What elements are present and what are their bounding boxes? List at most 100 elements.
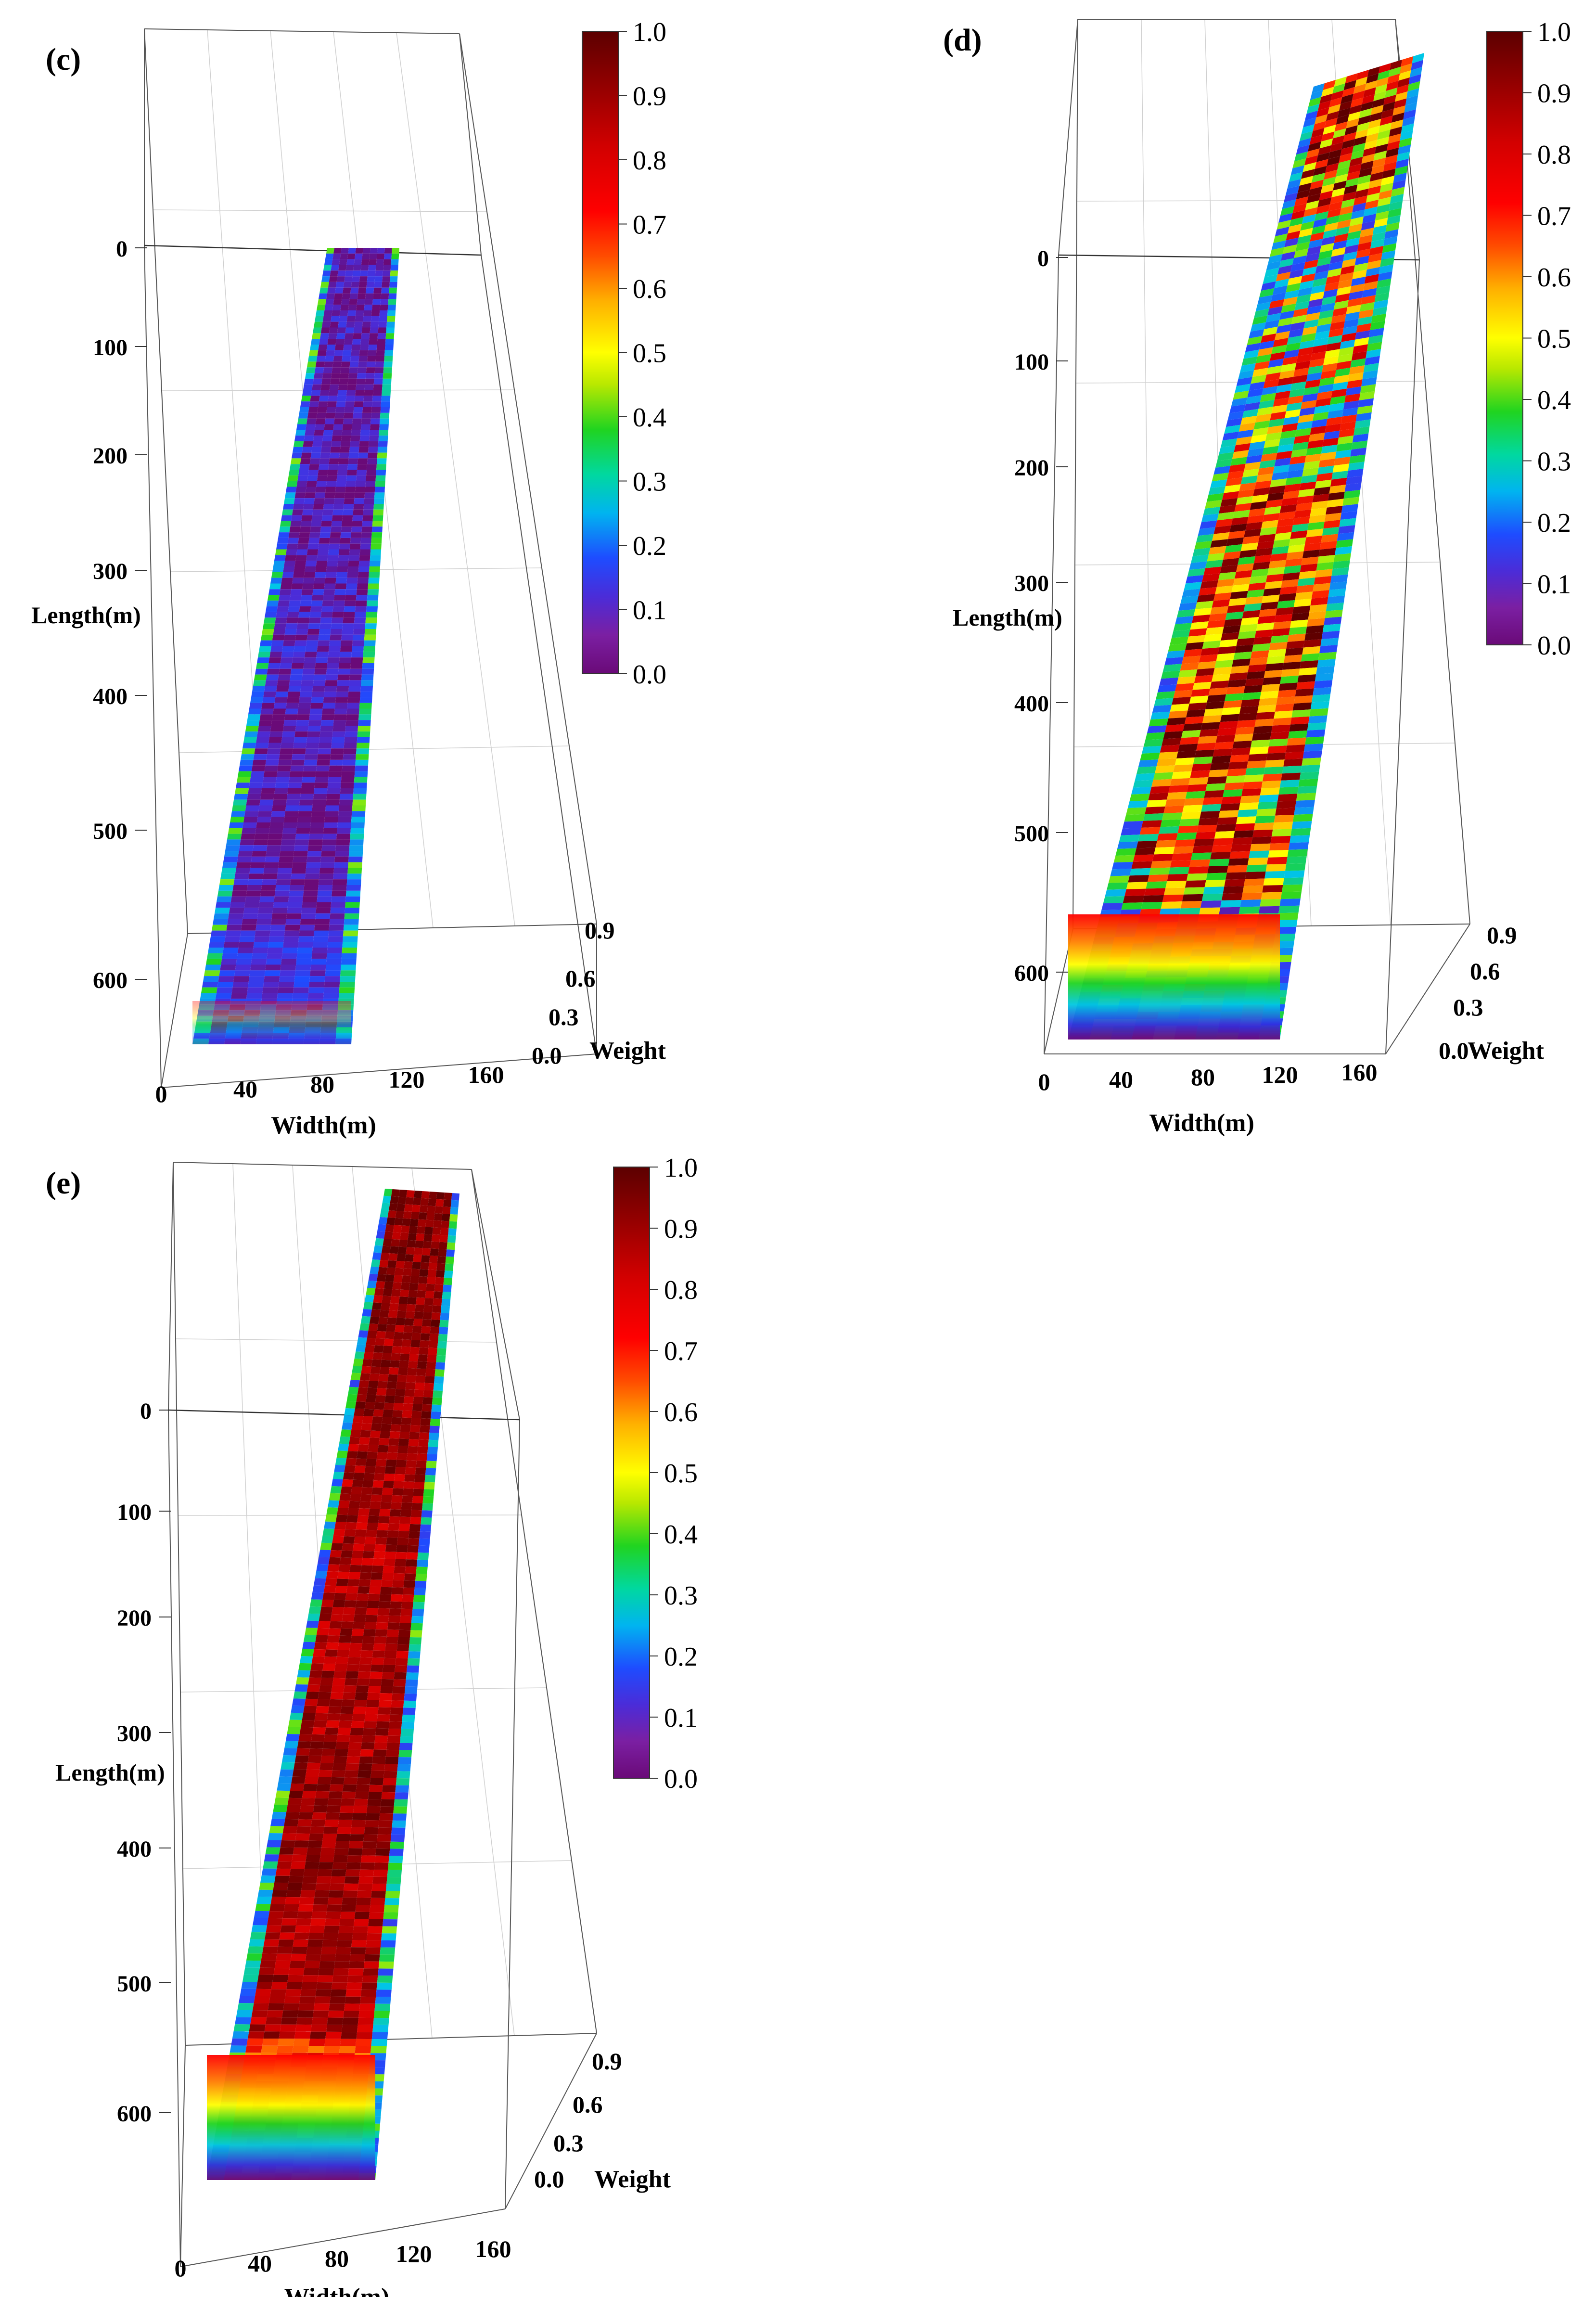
surface-cell bbox=[356, 1898, 371, 1905]
surface-cell bbox=[223, 942, 240, 948]
surface-cell bbox=[1377, 196, 1392, 207]
surface-cell bbox=[320, 617, 332, 624]
surface-cell bbox=[364, 1295, 374, 1303]
surface-cell bbox=[343, 1536, 355, 1544]
surface-cell bbox=[361, 418, 371, 424]
surface-cell bbox=[1160, 744, 1180, 753]
surface-cell bbox=[1336, 286, 1352, 296]
surface-cell bbox=[315, 919, 330, 925]
x-axis-label: Width(m) bbox=[1149, 1109, 1254, 1137]
surface-cell bbox=[310, 344, 319, 350]
surface-cell bbox=[1319, 190, 1333, 201]
surface-cell bbox=[1327, 335, 1342, 345]
surface-cell bbox=[1263, 274, 1278, 284]
surface-cell bbox=[302, 896, 318, 902]
surface-cell bbox=[1288, 328, 1304, 338]
surface-cell bbox=[329, 2003, 345, 2011]
surface-cell bbox=[1318, 309, 1334, 320]
surface-cell bbox=[280, 583, 293, 590]
surface-cell bbox=[311, 1592, 324, 1600]
surface-cell bbox=[1332, 83, 1345, 94]
surface-cell bbox=[229, 822, 243, 828]
surface-cell bbox=[347, 703, 360, 709]
surface-cell bbox=[282, 509, 293, 515]
surface-cell bbox=[344, 606, 356, 612]
surface-cell bbox=[1225, 611, 1244, 620]
colorbar-tick-label: 0.9 bbox=[1537, 79, 1571, 109]
surface-cell bbox=[314, 367, 324, 373]
surface-cell bbox=[301, 1720, 315, 1728]
surface-cell bbox=[1245, 395, 1262, 405]
surface-cell bbox=[370, 1366, 381, 1374]
surface-cell bbox=[1316, 391, 1333, 400]
surface-cell bbox=[330, 447, 341, 453]
surface-cell bbox=[1379, 63, 1391, 74]
surface-cell bbox=[311, 1656, 325, 1664]
surface-cell bbox=[268, 743, 281, 749]
surface-cell bbox=[261, 2045, 278, 2053]
surface-cell bbox=[1286, 402, 1302, 411]
surface-cell bbox=[357, 1515, 369, 1523]
surface-cell bbox=[376, 253, 385, 259]
surface-cell bbox=[1379, 115, 1393, 126]
surface-cell bbox=[341, 436, 351, 441]
surface-cell bbox=[334, 492, 345, 499]
surface-cell bbox=[292, 1854, 307, 1862]
surface-cell bbox=[326, 959, 342, 965]
surface-cell bbox=[1136, 840, 1157, 848]
surface-cell bbox=[389, 1246, 399, 1254]
surface-cell bbox=[1356, 248, 1371, 258]
surface-cell bbox=[384, 350, 394, 356]
surface-cell bbox=[311, 2017, 328, 2025]
surface-cell bbox=[360, 1749, 374, 1757]
surface-cell bbox=[358, 452, 369, 459]
surface-cell bbox=[1140, 752, 1160, 761]
surface-cell bbox=[1278, 682, 1298, 691]
surface-cell bbox=[336, 1940, 352, 1948]
surface-cell bbox=[1315, 398, 1331, 407]
surface-cell bbox=[1258, 906, 1280, 914]
surface-cell bbox=[1230, 590, 1248, 600]
surface-cell bbox=[390, 1424, 401, 1432]
surface-cell bbox=[422, 1312, 433, 1320]
surface-cell bbox=[1180, 662, 1199, 671]
surface-cell bbox=[316, 652, 329, 658]
surface-cell bbox=[317, 759, 330, 766]
surface-cell bbox=[354, 612, 367, 618]
surface-cell bbox=[1186, 709, 1206, 718]
surface-cell bbox=[323, 310, 332, 316]
surface-cell bbox=[266, 959, 282, 965]
surface-cell bbox=[1366, 267, 1380, 277]
surface-cell bbox=[292, 452, 302, 459]
surface-cell bbox=[402, 1268, 412, 1276]
surface-cell bbox=[285, 555, 296, 561]
surface-cell bbox=[342, 1791, 356, 1799]
surface-cell bbox=[348, 561, 359, 566]
surface-cell bbox=[283, 640, 295, 646]
surface-cell bbox=[1220, 438, 1238, 448]
surface-cell bbox=[371, 310, 380, 316]
surface-cell bbox=[1348, 290, 1364, 300]
surface-cell bbox=[332, 305, 341, 311]
surface-cell bbox=[1159, 826, 1179, 834]
surface-cell bbox=[1208, 546, 1226, 555]
surface-cell bbox=[1152, 854, 1174, 861]
surface-cell bbox=[412, 1325, 422, 1334]
surface-cell bbox=[367, 1331, 377, 1338]
surface-cell bbox=[351, 657, 363, 663]
surface-cell bbox=[284, 1741, 299, 1748]
surface-cell bbox=[338, 993, 355, 999]
surface-cell bbox=[250, 964, 266, 971]
surface-cell bbox=[306, 856, 321, 862]
surface-cell bbox=[232, 981, 249, 988]
surface-cell bbox=[378, 1820, 393, 1828]
surface-cell bbox=[339, 652, 352, 658]
surface-cell bbox=[331, 1685, 345, 1693]
surface-cell bbox=[319, 868, 334, 874]
surface-cell bbox=[1204, 708, 1224, 717]
surface-cell bbox=[1260, 602, 1278, 610]
surface-cell bbox=[339, 259, 347, 265]
surface-cell bbox=[1237, 429, 1254, 439]
surface-cell bbox=[1376, 136, 1390, 147]
